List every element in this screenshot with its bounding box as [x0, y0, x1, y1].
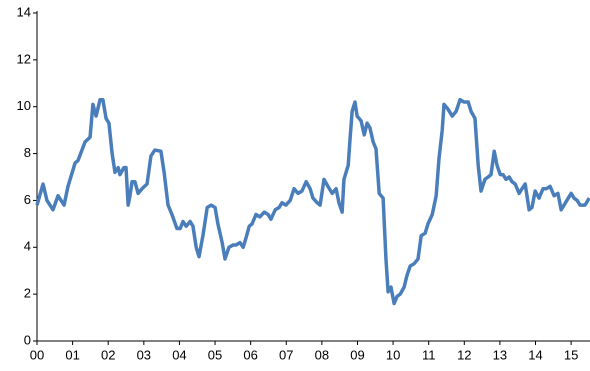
- x-tick-label: 01: [65, 347, 79, 362]
- y-tick-label: 4: [24, 239, 31, 254]
- x-tick-label: 03: [137, 347, 151, 362]
- x-tick-label: 15: [564, 347, 578, 362]
- x-tick-label: 08: [315, 347, 329, 362]
- x-tick-label: 14: [528, 347, 542, 362]
- y-tick-label: 10: [17, 98, 31, 113]
- x-tick-label: 04: [172, 347, 186, 362]
- x-tick-label: 02: [101, 347, 115, 362]
- x-tick-label: 05: [208, 347, 222, 362]
- x-tick-label: 06: [243, 347, 257, 362]
- x-tick-label: 11: [422, 347, 436, 362]
- y-tick-label: 8: [24, 145, 31, 160]
- y-tick-label: 12: [17, 51, 31, 66]
- y-tick-label: 0: [24, 332, 31, 347]
- x-tick-label: 00: [30, 347, 44, 362]
- x-tick-label: 12: [457, 347, 471, 362]
- x-tick-label: 09: [350, 347, 364, 362]
- y-tick-label: 6: [24, 192, 31, 207]
- y-tick-label: 2: [24, 286, 31, 301]
- x-tick-label: 10: [386, 347, 400, 362]
- y-tick-label: 14: [17, 4, 31, 19]
- x-tick-label: 07: [279, 347, 293, 362]
- x-tick-label: 13: [493, 347, 507, 362]
- line-series: [35, 97, 590, 306]
